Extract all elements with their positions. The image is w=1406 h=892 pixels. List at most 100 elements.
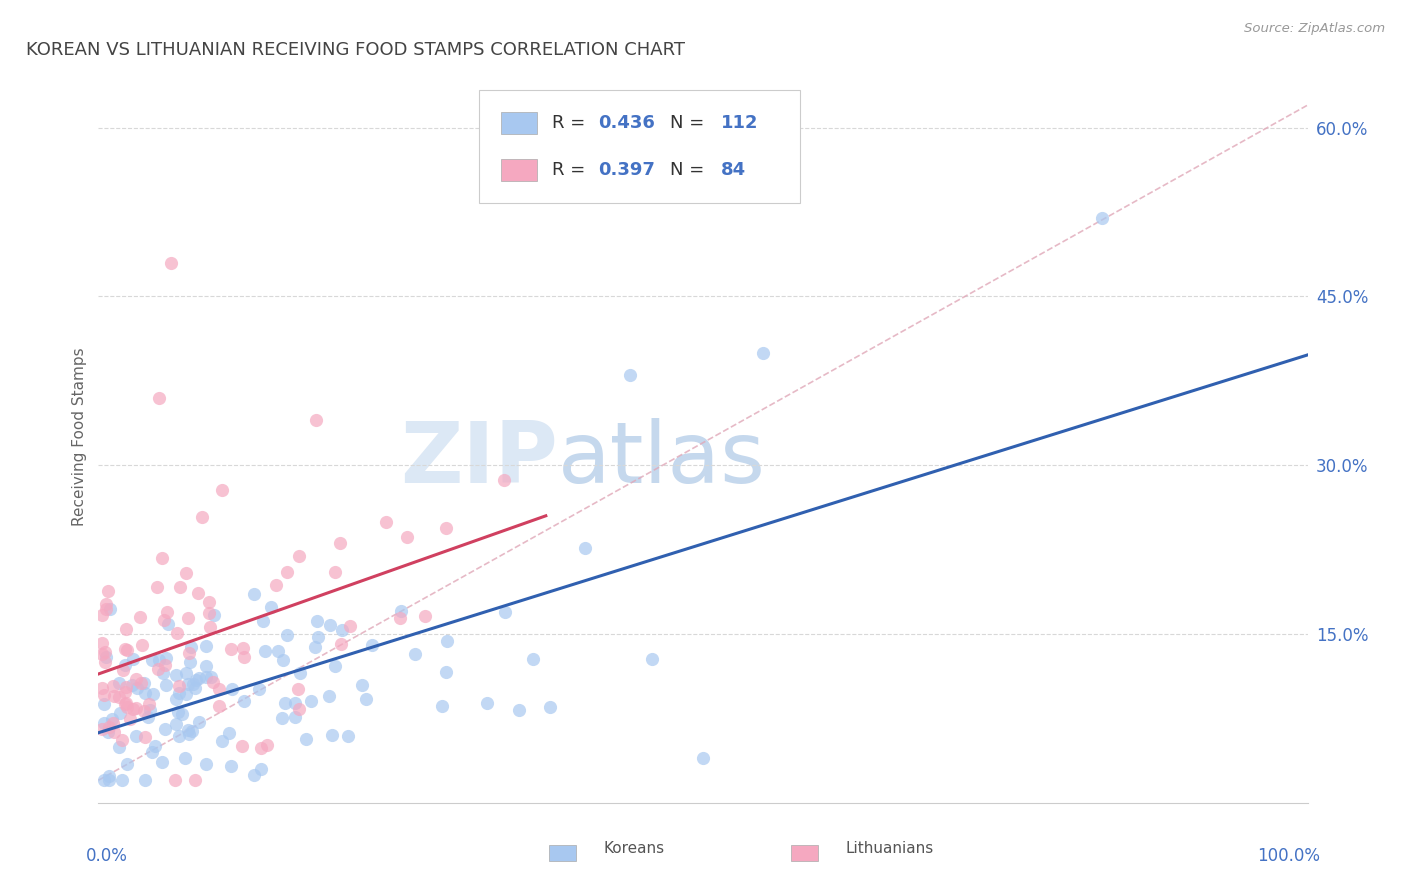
Point [91, 647, 114, 661]
Point [118, 713, 141, 727]
Point [177, 611, 200, 625]
Point [152, 666, 174, 681]
Point [148, 652, 170, 666]
Point [295, 731, 318, 746]
Point [179, 646, 201, 660]
Point [174, 665, 197, 680]
Point [93, 697, 115, 711]
Point [108, 676, 131, 690]
Point [146, 662, 169, 676]
Point [115, 643, 138, 657]
Point [641, 652, 664, 666]
Point [108, 706, 131, 721]
Point [93, 716, 115, 731]
Point [150, 756, 173, 770]
Point [174, 566, 197, 581]
Point [179, 655, 201, 669]
Point [243, 767, 266, 781]
Point [183, 773, 205, 788]
Point [211, 483, 233, 498]
Point [124, 701, 146, 715]
Point [252, 614, 274, 628]
Point [108, 690, 131, 704]
Point [169, 580, 191, 594]
Point [191, 510, 214, 524]
Point [208, 681, 231, 696]
Point [436, 633, 458, 648]
Point [155, 678, 177, 692]
Point [91, 681, 114, 695]
Point [288, 666, 311, 681]
Point [160, 255, 183, 269]
Point [177, 727, 200, 741]
Bar [501, 112, 537, 134]
Point [141, 745, 163, 759]
Point [267, 644, 290, 658]
Point [249, 741, 271, 756]
Point [91, 636, 114, 650]
Point [98, 720, 121, 734]
Point [153, 723, 176, 737]
Point [305, 615, 328, 629]
Point [156, 616, 179, 631]
Point [143, 739, 166, 753]
Point [247, 682, 270, 697]
Point [271, 652, 294, 666]
Text: N =: N = [671, 161, 710, 179]
Point [231, 739, 253, 753]
Point [94, 655, 117, 669]
Point [337, 729, 360, 743]
Text: 84: 84 [721, 161, 747, 179]
Point [299, 693, 322, 707]
Point [330, 623, 353, 637]
Point [94, 598, 117, 612]
Text: 0.397: 0.397 [598, 161, 655, 179]
Point [508, 703, 530, 717]
Point [538, 700, 561, 714]
Point [619, 368, 641, 383]
Point [132, 676, 155, 690]
Point [260, 599, 283, 614]
Point [434, 521, 457, 535]
Point [194, 756, 217, 771]
Point [148, 391, 170, 405]
Point [574, 541, 596, 555]
Point [176, 723, 198, 737]
Point [138, 697, 160, 711]
Point [101, 679, 124, 693]
Point [139, 703, 162, 717]
Point [211, 733, 233, 747]
Point [188, 671, 211, 685]
Point [134, 685, 156, 699]
Point [146, 580, 169, 594]
Point [195, 639, 218, 653]
Bar [501, 159, 537, 181]
Point [494, 605, 516, 619]
Point [165, 667, 187, 681]
Point [323, 566, 346, 580]
Text: Lithuanians: Lithuanians [845, 841, 934, 856]
Point [110, 773, 132, 788]
Point [404, 648, 426, 662]
Point [103, 724, 125, 739]
Point [284, 709, 307, 723]
Point [111, 733, 134, 747]
Text: R =: R = [551, 161, 591, 179]
Point [150, 551, 173, 566]
Point [243, 587, 266, 601]
Point [125, 672, 148, 686]
Point [114, 685, 136, 699]
Point [752, 345, 775, 359]
Point [256, 738, 278, 752]
Text: Koreans: Koreans [603, 841, 665, 856]
Point [169, 685, 191, 699]
Point [125, 729, 148, 743]
Point [187, 586, 209, 600]
Point [98, 769, 121, 783]
Point [103, 689, 125, 703]
Point [114, 680, 136, 694]
Point [388, 610, 411, 624]
Point [232, 650, 254, 665]
Point [156, 605, 179, 619]
Text: R =: R = [551, 113, 591, 131]
